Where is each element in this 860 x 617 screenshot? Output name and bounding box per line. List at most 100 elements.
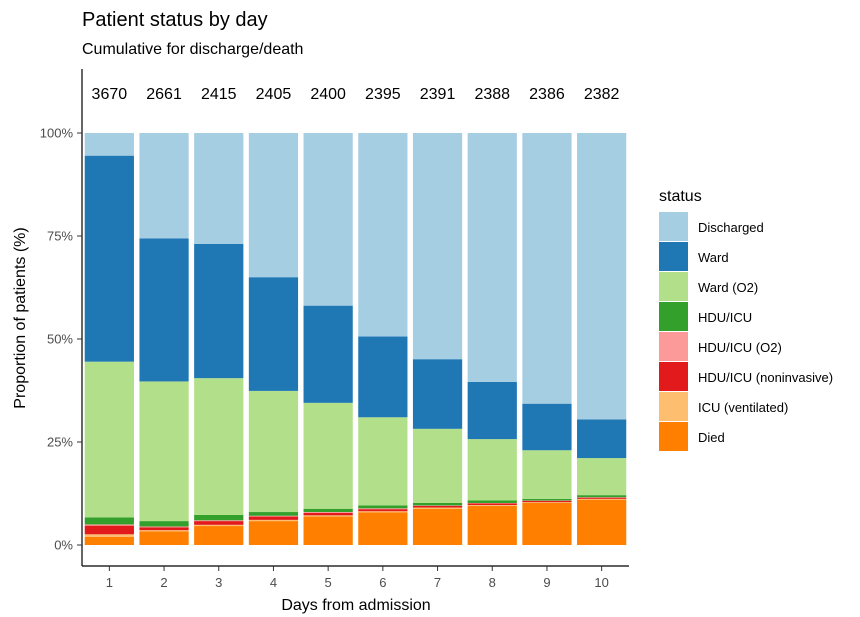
bar-segment <box>303 516 353 545</box>
x-tick-label: 9 <box>543 575 550 590</box>
bar-segment <box>139 526 189 528</box>
bar-segment <box>248 277 299 391</box>
x-axis: 1 2 3 4 5 6 7 8 9 10 <box>82 565 629 590</box>
bar-segment <box>358 505 408 509</box>
y-axis-title: Proportion of patients (%) <box>12 227 29 408</box>
legend-label: Ward (O2) <box>698 280 758 295</box>
bar-segment <box>248 512 299 516</box>
legend-label: ICU (ventilated) <box>698 400 788 415</box>
bar-segment <box>467 439 517 501</box>
y-tick-label: 50% <box>47 332 73 347</box>
bar-segment <box>522 500 572 503</box>
bar-segment <box>467 500 517 503</box>
x-tick-label: 1 <box>106 575 113 590</box>
bar-segment <box>84 525 134 535</box>
legend-swatch <box>659 332 688 361</box>
x-tick-label: 4 <box>270 575 277 590</box>
bar-segment <box>303 133 353 306</box>
bar-segment <box>412 428 463 503</box>
bar-segment <box>412 505 463 508</box>
bar-segment <box>139 381 189 522</box>
y-tick-label: 100% <box>40 126 74 141</box>
bar-segment <box>194 243 244 379</box>
bar-segment <box>248 521 299 545</box>
x-tick-label: 7 <box>434 575 441 590</box>
bar-segment <box>139 531 189 545</box>
bar-segment <box>358 508 408 510</box>
bar-segment <box>248 519 299 522</box>
bar-segment <box>139 238 189 382</box>
bar-segment <box>139 133 189 239</box>
bar-segment <box>467 505 517 545</box>
bar-segment <box>84 536 134 545</box>
bar-segment <box>358 511 408 513</box>
legend-swatch <box>659 392 688 421</box>
bar-segment <box>139 527 189 531</box>
bar-segment <box>522 502 572 545</box>
x-tick-label: 6 <box>379 575 386 590</box>
bar-segment <box>467 133 517 382</box>
count-labels: 3670 2661 2415 2405 2400 2395 2391 2388 2386 2382 <box>92 86 620 103</box>
bar-segment <box>467 381 517 440</box>
bar-segment <box>577 133 627 420</box>
x-tick-label: 10 <box>594 575 608 590</box>
bar-segment <box>84 524 134 526</box>
bar-segment <box>303 508 353 513</box>
bar-segment <box>412 502 463 506</box>
legend-label: HDU/ICU <box>698 310 752 325</box>
bar-segment <box>522 450 572 499</box>
legend-swatch <box>659 362 688 391</box>
y-tick-label: 0% <box>54 538 73 553</box>
bar-segment <box>577 458 627 496</box>
count-label: 2415 <box>201 86 237 103</box>
legend-title: status <box>659 188 702 205</box>
chart-subtitle: Cumulative for discharge/death <box>82 41 303 58</box>
count-label: 2388 <box>474 86 510 103</box>
count-label: 2405 <box>256 86 292 103</box>
bar-segment <box>303 515 353 517</box>
count-label: 2400 <box>310 86 346 103</box>
legend-label: HDU/ICU (noninvasive) <box>698 370 833 385</box>
bar-segment <box>303 305 353 403</box>
bar-segment <box>358 512 408 545</box>
legend-label: Ward <box>698 250 729 265</box>
bar-segment <box>467 505 517 506</box>
legend-label: Died <box>698 430 725 445</box>
bar-segment <box>194 133 244 244</box>
bars <box>84 133 627 545</box>
bar-segment <box>303 512 353 513</box>
count-label: 2395 <box>365 86 401 103</box>
count-label: 3670 <box>92 86 128 103</box>
bar-segment <box>248 516 299 520</box>
chart-title: Patient status by day <box>82 9 268 31</box>
bar-segment <box>194 526 244 545</box>
bar-segment <box>303 402 353 509</box>
bar-segment <box>358 417 408 506</box>
bar-segment <box>84 534 134 537</box>
bar-segment <box>577 495 627 498</box>
x-tick-label: 3 <box>215 575 222 590</box>
bar-segment <box>194 514 244 521</box>
bar-segment <box>84 133 134 156</box>
legend-label: HDU/ICU (O2) <box>698 340 782 355</box>
legend: status Discharged Ward Ward (O2) HDU/ICU HDU… <box>659 188 833 451</box>
bar-segment <box>412 507 463 509</box>
bar-segment <box>248 515 299 517</box>
bar-segment <box>577 419 627 459</box>
bar-segment <box>467 503 517 506</box>
bar-segment <box>577 499 627 545</box>
count-label: 2386 <box>529 86 565 103</box>
bar-segment <box>194 378 244 515</box>
y-tick-label: 75% <box>47 229 73 244</box>
legend-swatch <box>659 272 688 301</box>
bar-segment <box>522 403 572 451</box>
x-tick-label: 2 <box>160 575 167 590</box>
bar-segment <box>577 498 627 500</box>
bar-segment <box>358 509 408 512</box>
count-label: 2391 <box>420 86 456 103</box>
bar-segment <box>84 155 134 362</box>
count-label: 2382 <box>584 86 620 103</box>
x-axis-title: Days from admission <box>281 597 430 614</box>
x-tick-label: 8 <box>489 575 496 590</box>
